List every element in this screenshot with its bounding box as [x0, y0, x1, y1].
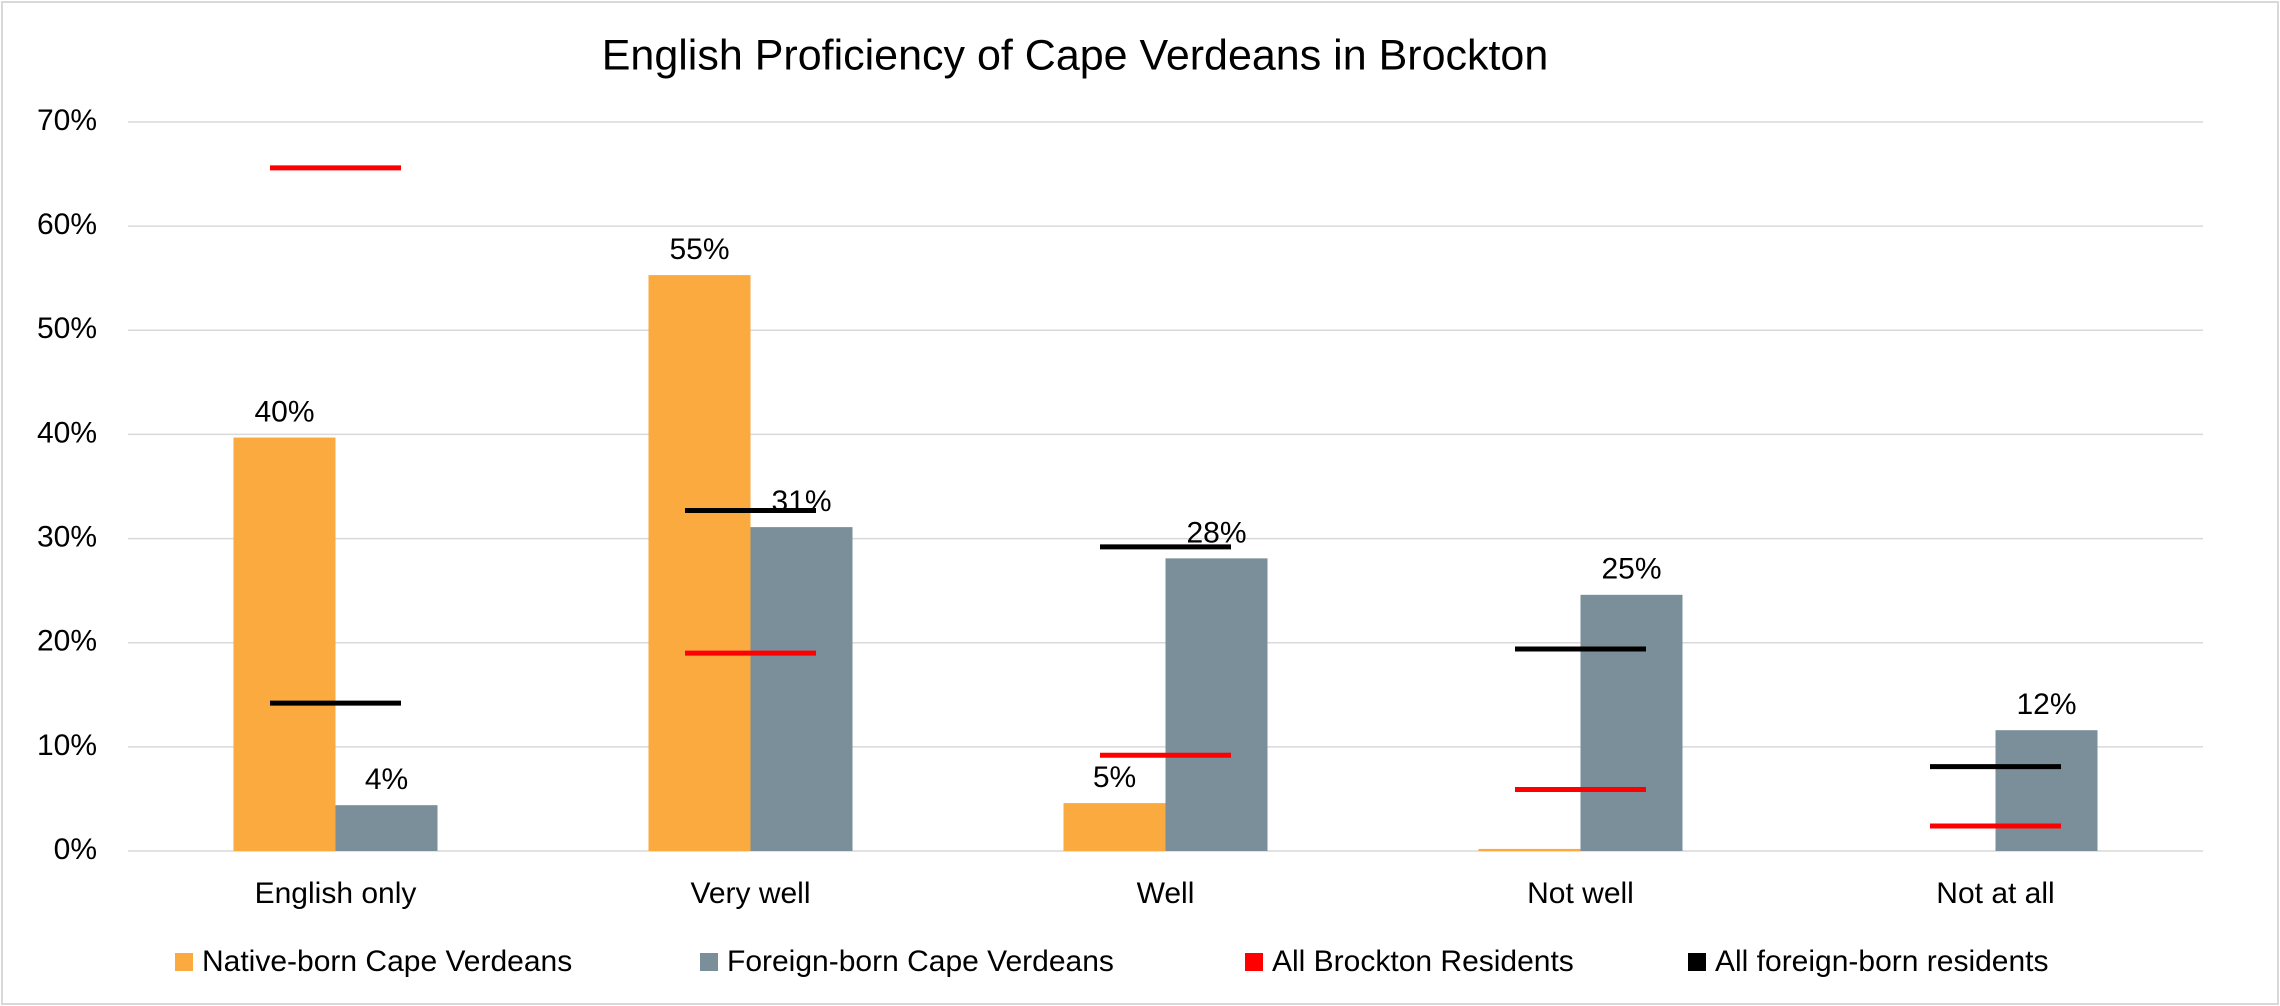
- value-label: 12%: [2016, 688, 2076, 721]
- bar: [1580, 594, 1683, 851]
- y-tick-label: 40%: [37, 416, 97, 449]
- y-tick-label: 50%: [37, 312, 97, 345]
- legend-swatch: [1245, 953, 1263, 971]
- y-tick-label: 10%: [37, 729, 97, 762]
- bar: [750, 527, 853, 851]
- legend-swatch: [1688, 953, 1706, 971]
- x-tick-label: Well: [1137, 877, 1195, 910]
- x-tick-label: English only: [255, 877, 417, 910]
- bar: [1478, 848, 1581, 851]
- value-label: 31%: [771, 485, 831, 518]
- bar: [1165, 558, 1268, 851]
- legend-label: All foreign-born residents: [1715, 945, 2049, 978]
- value-label: 4%: [365, 763, 408, 796]
- legend-swatch: [700, 953, 718, 971]
- value-label: 55%: [669, 233, 729, 266]
- y-tick-label: 30%: [37, 520, 97, 553]
- y-tick-label: 0%: [54, 833, 97, 866]
- bar: [1995, 730, 2098, 851]
- value-label: 5%: [1093, 761, 1136, 794]
- bar: [335, 805, 438, 851]
- bar: [233, 437, 336, 851]
- bar: [648, 275, 751, 852]
- x-tick-label: Not at all: [1936, 877, 2054, 910]
- legend-label: Native-born Cape Verdeans: [202, 945, 572, 978]
- x-tick-label: Not well: [1527, 877, 1634, 910]
- value-label: 28%: [1186, 516, 1246, 549]
- x-tick-label: Very well: [690, 877, 810, 910]
- y-tick-label: 70%: [37, 104, 97, 137]
- value-label: 40%: [254, 395, 314, 428]
- legend-swatch: [175, 953, 193, 971]
- chart-title: English Proficiency of Cape Verdeans in …: [602, 31, 1549, 79]
- y-tick-label: 60%: [37, 208, 97, 241]
- bar: [1063, 803, 1166, 851]
- legend-label: All Brockton Residents: [1272, 945, 1574, 978]
- value-label: 25%: [1601, 553, 1661, 586]
- legend-label: Foreign-born Cape Verdeans: [727, 945, 1114, 978]
- y-tick-label: 20%: [37, 625, 97, 658]
